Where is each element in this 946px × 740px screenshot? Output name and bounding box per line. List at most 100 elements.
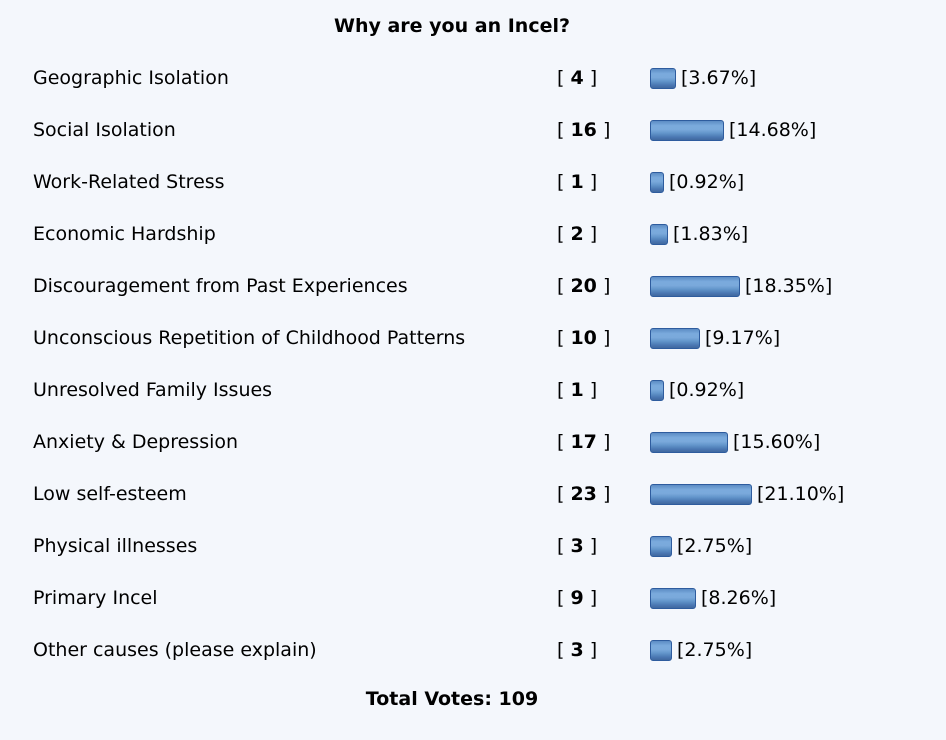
bracket-open: [ (557, 639, 571, 661)
option-bar-area: [2.75%] (650, 639, 752, 661)
option-bar-area: [3.67%] (650, 67, 756, 89)
vote-bar (650, 639, 672, 661)
vote-number: 17 (570, 431, 597, 453)
option-percentage: [14.68%] (729, 119, 817, 141)
option-bar-area: [18.35%] (650, 275, 832, 297)
option-percentage: [8.26%] (701, 587, 777, 609)
vote-bar (650, 275, 740, 297)
option-bar-area: [0.92%] (650, 379, 744, 401)
bracket-open: [ (557, 431, 571, 453)
bracket-close: ] (596, 327, 611, 349)
option-vote-count: [ 2 ] (557, 223, 650, 245)
option-bar-area: [0.92%] (650, 171, 744, 193)
poll-option-row: Low self-esteem [ 23 ] [21.10%] (0, 468, 904, 520)
bracket-open: [ (557, 327, 571, 349)
poll-option-row: Other causes (please explain) [ 3 ] [2.7… (0, 624, 904, 676)
option-bar-area: [14.68%] (650, 119, 816, 141)
option-label: Primary Incel (33, 587, 158, 609)
option-bar-area: [1.83%] (650, 223, 748, 245)
vote-number: 2 (570, 223, 584, 245)
bracket-close: ] (596, 483, 611, 505)
option-percentage: [21.10%] (757, 483, 845, 505)
option-vote-count: [ 3 ] (557, 639, 650, 661)
option-percentage: [15.60%] (733, 431, 821, 453)
option-percentage: [0.92%] (669, 171, 745, 193)
poll-option-row: Physical illnesses [ 3 ] [2.75%] (0, 520, 904, 572)
option-percentage: [2.75%] (677, 639, 753, 661)
option-label: Economic Hardship (33, 223, 216, 245)
bracket-open: [ (557, 275, 571, 297)
option-bar-area: [9.17%] (650, 327, 780, 349)
option-vote-count: [ 23 ] (557, 483, 650, 505)
vote-bar (650, 535, 672, 557)
bracket-close: ] (583, 223, 598, 245)
option-label: Unresolved Family Issues (33, 379, 273, 401)
option-percentage: [18.35%] (745, 275, 833, 297)
poll-option-row: Primary Incel [ 9 ] [8.26%] (0, 572, 904, 624)
option-vote-count: [ 16 ] (557, 119, 650, 141)
bracket-open: [ (557, 379, 571, 401)
bracket-close: ] (583, 535, 598, 557)
vote-bar (650, 379, 664, 401)
bracket-close: ] (596, 119, 611, 141)
bracket-close: ] (583, 379, 598, 401)
vote-number: 16 (570, 119, 597, 141)
option-vote-count: [ 1 ] (557, 171, 650, 193)
bracket-close: ] (596, 431, 611, 453)
option-percentage: [9.17%] (705, 327, 781, 349)
option-percentage: [1.83%] (673, 223, 749, 245)
poll-option-row: Unconscious Repetition of Childhood Patt… (0, 312, 904, 364)
option-vote-count: [ 1 ] (557, 379, 650, 401)
option-label: Anxiety & Depression (33, 431, 239, 453)
vote-number: 4 (570, 67, 584, 89)
poll-option-row: Economic Hardship [ 2 ] [1.83%] (0, 208, 904, 260)
poll-option-row: Anxiety & Depression [ 17 ] [15.60%] (0, 416, 904, 468)
vote-bar (650, 67, 676, 89)
option-label: Physical illnesses (33, 535, 198, 557)
vote-number: 23 (570, 483, 597, 505)
vote-bar (650, 483, 752, 505)
total-votes: Total Votes: 109 (365, 688, 539, 710)
bracket-close: ] (583, 67, 598, 89)
poll-option-row: Social Isolation [ 16 ] [14.68%] (0, 104, 904, 156)
bracket-close: ] (583, 171, 598, 193)
vote-number: 3 (570, 535, 584, 557)
option-percentage: [0.92%] (669, 379, 745, 401)
poll-option-row: Work-Related Stress [ 1 ] [0.92%] (0, 156, 904, 208)
option-percentage: [3.67%] (681, 67, 757, 89)
vote-bar (650, 587, 696, 609)
bracket-open: [ (557, 535, 571, 557)
option-label: Geographic Isolation (33, 67, 229, 89)
bracket-open: [ (557, 223, 571, 245)
option-label: Discouragement from Past Experiences (33, 275, 408, 297)
vote-number: 1 (570, 379, 584, 401)
poll-option-row: Discouragement from Past Experiences [ 2… (0, 260, 904, 312)
option-bar-area: [21.10%] (650, 483, 844, 505)
option-bar-area: [15.60%] (650, 431, 820, 453)
bracket-open: [ (557, 119, 571, 141)
bracket-open: [ (557, 483, 571, 505)
vote-bar (650, 327, 700, 349)
option-label: Unconscious Repetition of Childhood Patt… (33, 327, 466, 349)
bracket-close: ] (583, 639, 598, 661)
vote-bar (650, 171, 664, 193)
option-label: Low self-esteem (33, 483, 187, 505)
vote-number: 10 (570, 327, 597, 349)
bracket-open: [ (557, 67, 571, 89)
option-bar-area: [2.75%] (650, 535, 752, 557)
option-vote-count: [ 4 ] (557, 67, 650, 89)
vote-number: 9 (570, 587, 584, 609)
option-vote-count: [ 9 ] (557, 587, 650, 609)
option-vote-count: [ 17 ] (557, 431, 650, 453)
option-label: Work-Related Stress (33, 171, 225, 193)
bracket-open: [ (557, 587, 571, 609)
bracket-open: [ (557, 171, 571, 193)
poll-title: Why are you an Incel? (334, 15, 570, 37)
poll-options-list: Geographic Isolation [ 4 ] [3.67%] Socia… (0, 52, 904, 676)
option-label: Other causes (please explain) (33, 639, 317, 661)
bracket-close: ] (583, 587, 598, 609)
option-vote-count: [ 20 ] (557, 275, 650, 297)
bracket-close: ] (596, 275, 611, 297)
option-label: Social Isolation (33, 119, 176, 141)
poll-results: Why are you an Incel? Geographic Isolati… (0, 15, 904, 710)
